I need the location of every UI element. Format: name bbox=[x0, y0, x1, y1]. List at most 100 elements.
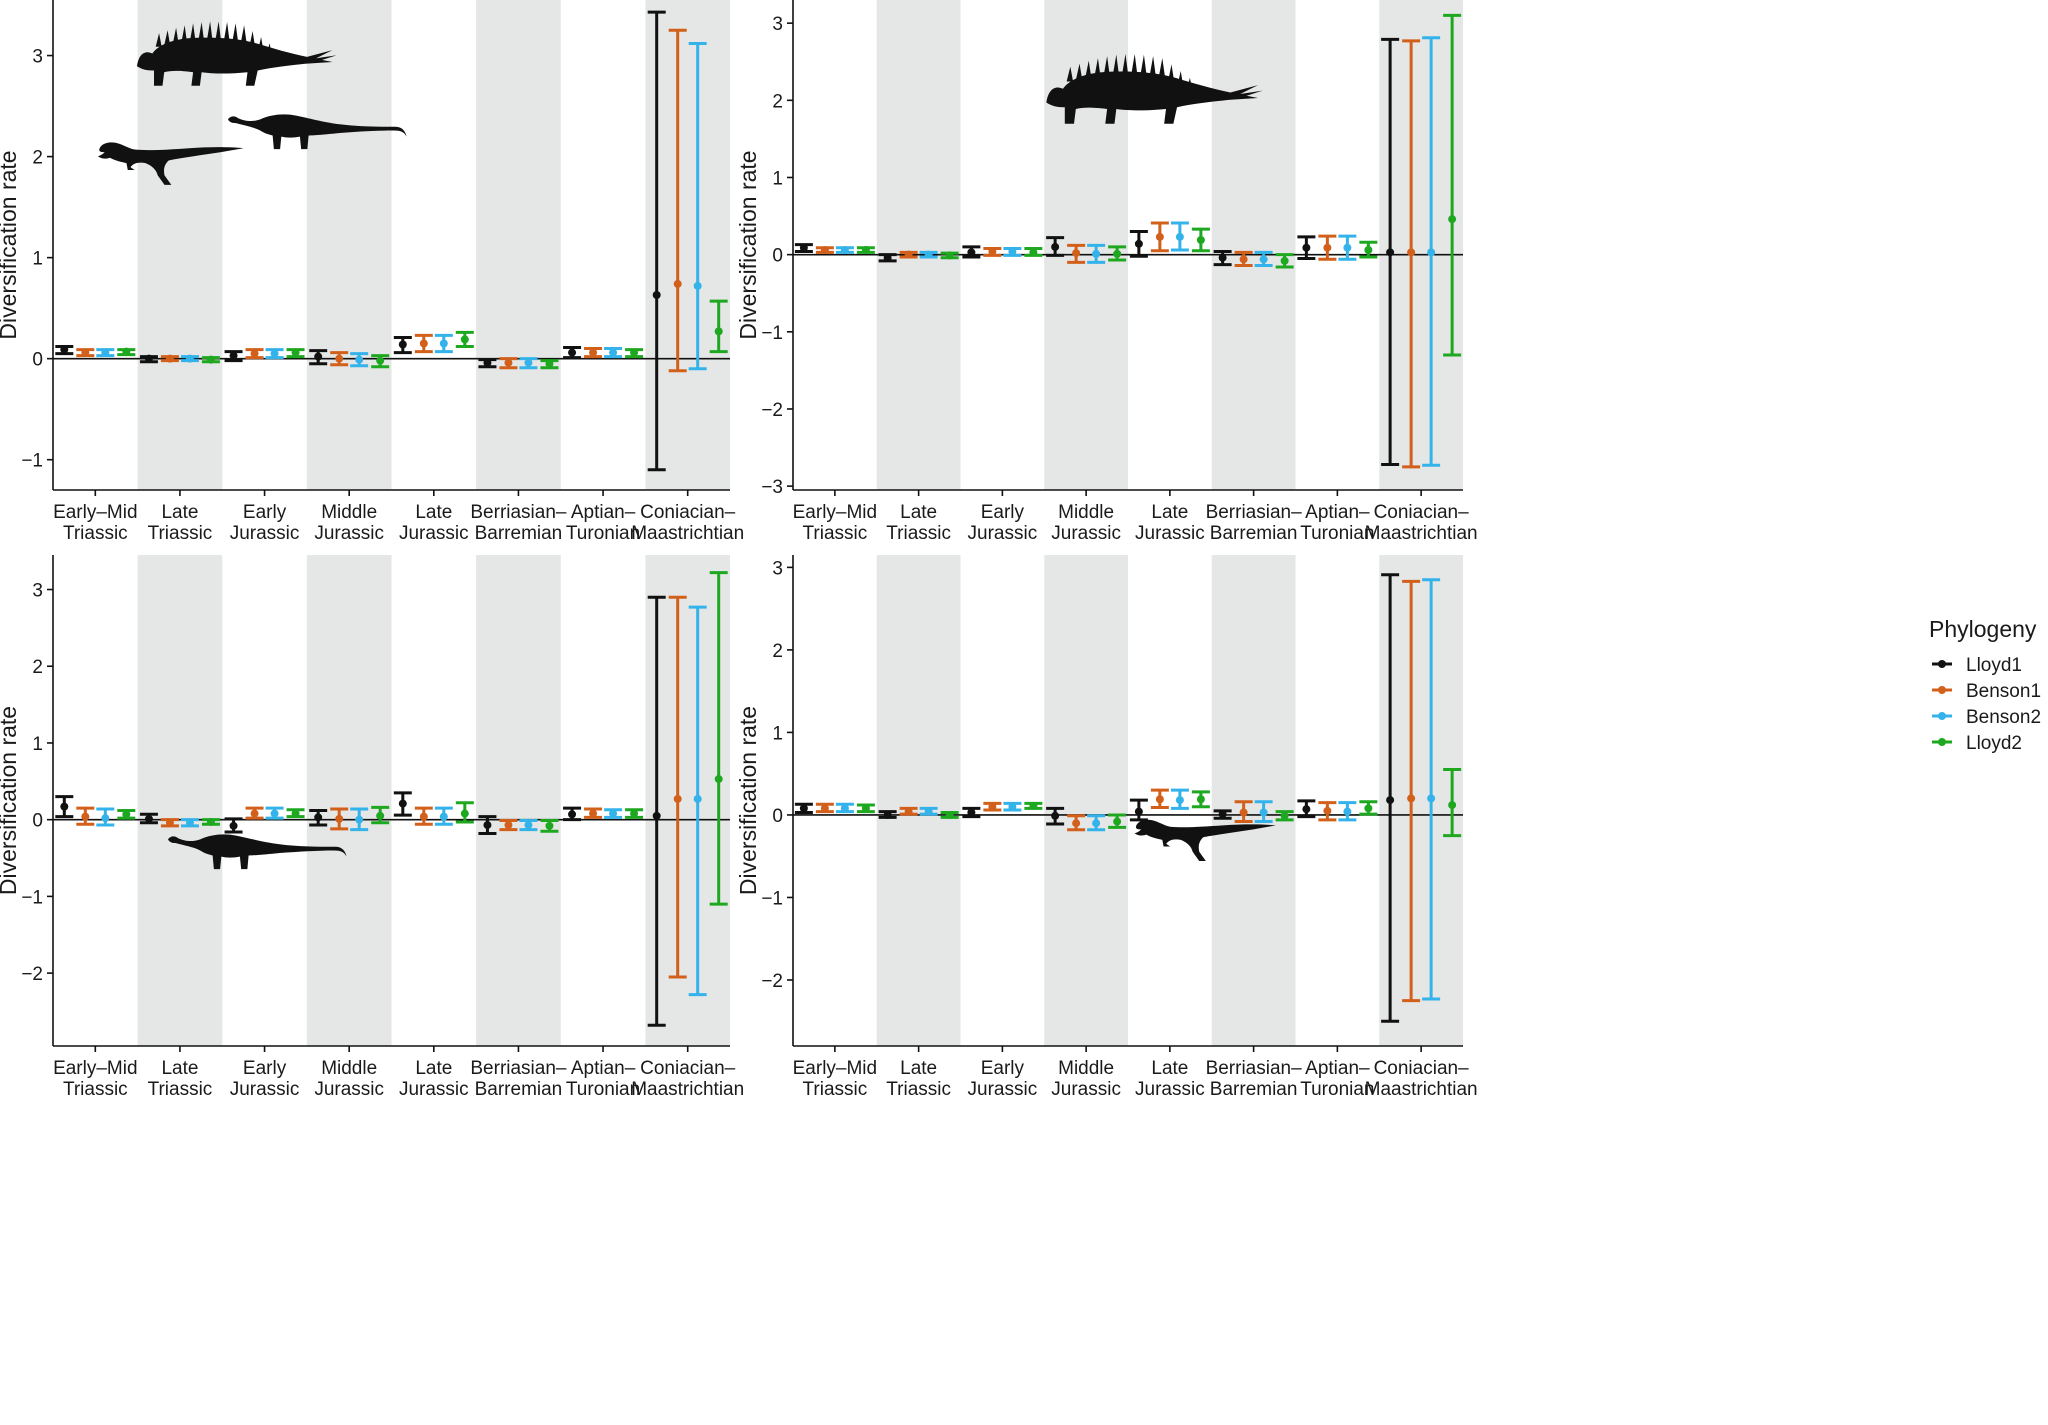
errorbar-point bbox=[545, 359, 554, 368]
errorbar-benson2 bbox=[835, 802, 854, 814]
errorbar-benson2 bbox=[919, 806, 938, 816]
errorbar-point bbox=[250, 349, 259, 358]
errorbar-benson1 bbox=[1318, 234, 1337, 261]
errorbar-point bbox=[1364, 804, 1373, 813]
errorbar-benson1 bbox=[1234, 800, 1253, 824]
errorbar-lloyd1 bbox=[139, 812, 158, 825]
x-tick-label: Middle Jurassic bbox=[314, 1058, 384, 1100]
x-tick-label: Late Jurassic bbox=[399, 1058, 469, 1100]
x-tick-label: Coniacian– Maastrichtian bbox=[1365, 1058, 1478, 1100]
errorbar-benson2 bbox=[96, 348, 115, 358]
errorbar-lloyd1 bbox=[563, 806, 582, 822]
errorbar-benson1 bbox=[245, 348, 264, 360]
theropod-silhouette-icon bbox=[97, 142, 244, 185]
errorbar-lloyd2 bbox=[1108, 245, 1127, 262]
errorbar-lloyd1 bbox=[647, 595, 666, 1027]
x-tick-label: Aptian– Turonian bbox=[566, 502, 640, 544]
errorbar-point bbox=[1008, 802, 1017, 811]
errorbar-point bbox=[714, 327, 723, 336]
errorbar-lloyd2 bbox=[709, 299, 728, 354]
y-tick-label: 2 bbox=[772, 91, 783, 112]
errorbar-point bbox=[673, 794, 682, 803]
errorbar-point bbox=[419, 812, 428, 821]
errorbar-benson2 bbox=[1422, 36, 1441, 467]
y-tick-label: 3 bbox=[32, 47, 43, 68]
y-axis-label: Diversification rate bbox=[735, 706, 761, 895]
x-tick-label: Berriasian– Barremian bbox=[1206, 1058, 1303, 1100]
errorbar-point bbox=[1196, 235, 1205, 244]
errorbar-point bbox=[270, 349, 279, 358]
errorbar-benson1 bbox=[815, 246, 834, 255]
errorbar-benson1 bbox=[1402, 39, 1421, 469]
errorbar-benson1 bbox=[1067, 243, 1086, 264]
errorbar-point bbox=[1218, 253, 1227, 262]
errorbar-point bbox=[1051, 242, 1060, 251]
errorbar-point bbox=[1113, 249, 1122, 258]
errorbar-point bbox=[229, 821, 238, 830]
errorbar-lloyd2 bbox=[1443, 13, 1462, 357]
x-tick-label: Berriasian– Barremian bbox=[1206, 502, 1303, 544]
x-tick-label: Coniacian– Maastrichtian bbox=[631, 502, 744, 544]
errorbar-lloyd1 bbox=[878, 810, 897, 819]
errorbar-point bbox=[609, 348, 618, 357]
errorbar-point bbox=[1155, 232, 1164, 241]
y-tick-label: 2 bbox=[772, 641, 783, 662]
legend-label-benson2: Benson2 bbox=[1966, 707, 2041, 728]
legend-label-lloyd1: Lloyd1 bbox=[1966, 655, 2022, 676]
errorbar-point bbox=[122, 810, 131, 819]
errorbar-point bbox=[1092, 249, 1101, 258]
errorbar-lloyd1 bbox=[1297, 235, 1316, 261]
shaded-band bbox=[137, 555, 223, 1046]
errorbar-point bbox=[419, 339, 428, 348]
errorbar-lloyd2 bbox=[940, 810, 959, 819]
errorbar-lloyd2 bbox=[1443, 768, 1462, 838]
errorbar-point bbox=[1407, 794, 1416, 803]
errorbar-benson1 bbox=[330, 351, 349, 367]
errorbar-lloyd2 bbox=[1359, 800, 1378, 816]
errorbar-lloyd1 bbox=[1213, 809, 1232, 820]
x-tick-label: Late Triassic bbox=[148, 502, 213, 544]
errorbar-point bbox=[924, 807, 933, 816]
errorbar-lloyd2 bbox=[286, 348, 305, 359]
errorbar-point bbox=[630, 809, 639, 818]
errorbar-lloyd2 bbox=[940, 251, 959, 260]
errorbar-benson2 bbox=[688, 605, 707, 997]
errorbar-lloyd2 bbox=[1191, 790, 1210, 809]
errorbar-point bbox=[945, 810, 954, 819]
errorbar-point bbox=[1092, 819, 1101, 828]
errorbar-lloyd1 bbox=[393, 791, 412, 817]
errorbar-point bbox=[1072, 819, 1081, 828]
errorbar-point bbox=[988, 802, 997, 811]
legend-item-benson2: Benson2 bbox=[1932, 707, 2041, 728]
errorbar-benson1 bbox=[1150, 788, 1169, 810]
errorbar-lloyd1 bbox=[309, 349, 328, 366]
errorbar-lloyd2 bbox=[540, 818, 559, 833]
errorbar-lloyd2 bbox=[286, 808, 305, 819]
errorbar-benson2 bbox=[1003, 801, 1022, 812]
errorbar-point bbox=[1407, 248, 1416, 257]
errorbar-benson2 bbox=[604, 808, 623, 819]
errorbar-lloyd2 bbox=[625, 808, 644, 819]
errorbar-point bbox=[1218, 810, 1227, 819]
errorbar-benson2 bbox=[604, 347, 623, 359]
x-tick-label: Early–Mid Triassic bbox=[793, 502, 877, 544]
errorbar-point bbox=[1175, 232, 1184, 241]
x-tick-label: Late Triassic bbox=[886, 1058, 951, 1100]
errorbar-benson1 bbox=[499, 818, 518, 832]
errorbar-lloyd1 bbox=[1129, 229, 1148, 258]
shaded-band bbox=[645, 0, 730, 490]
errorbar-point bbox=[1302, 243, 1311, 252]
shaded-band bbox=[1211, 0, 1296, 490]
shaded-band bbox=[645, 555, 730, 1046]
y-tick-label: 0 bbox=[32, 811, 43, 832]
chart-panel-all-dinosaurs: −1 0 1 2 3 Diversification rate Early–Mid Trias… bbox=[0, 0, 744, 544]
errorbar-point bbox=[967, 808, 976, 817]
errorbar-lloyd1 bbox=[794, 802, 813, 814]
errorbar-lloyd1 bbox=[962, 245, 981, 259]
errorbar-point bbox=[101, 814, 110, 823]
errorbar-point bbox=[840, 804, 849, 813]
errorbar-point bbox=[1051, 811, 1060, 820]
legend-item-lloyd2: Lloyd2 bbox=[1932, 733, 2022, 754]
errorbar-point bbox=[398, 340, 407, 349]
errorbar-point bbox=[609, 809, 618, 818]
